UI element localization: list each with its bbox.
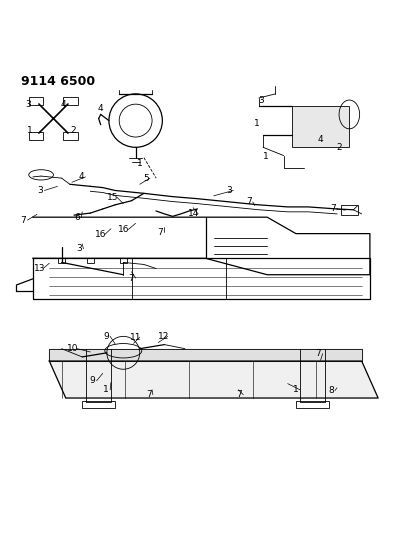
Text: 9: 9 — [90, 376, 95, 385]
Bar — [292, 106, 349, 147]
Text: 3: 3 — [37, 186, 43, 195]
Text: 1: 1 — [103, 385, 109, 394]
Text: 9: 9 — [103, 332, 109, 341]
Text: 15: 15 — [107, 193, 119, 202]
Text: 7: 7 — [236, 390, 242, 399]
Text: 3: 3 — [226, 186, 232, 195]
Text: 9114 6500: 9114 6500 — [21, 75, 95, 88]
Bar — [29, 97, 43, 105]
Text: 4: 4 — [61, 100, 67, 109]
Text: 14: 14 — [188, 209, 200, 219]
Text: 7: 7 — [157, 228, 163, 237]
Bar — [29, 132, 43, 140]
Bar — [63, 97, 78, 105]
Text: 16: 16 — [118, 225, 130, 234]
Text: 6: 6 — [74, 213, 80, 222]
Bar — [58, 259, 65, 263]
Text: 7: 7 — [129, 273, 134, 282]
Text: 7: 7 — [146, 390, 152, 399]
Polygon shape — [49, 349, 362, 361]
Text: 11: 11 — [130, 333, 141, 342]
Bar — [63, 132, 78, 140]
Bar — [341, 205, 358, 215]
Text: 1: 1 — [254, 119, 260, 128]
Text: 4: 4 — [98, 104, 104, 113]
Text: 13: 13 — [34, 264, 45, 273]
Text: 7: 7 — [330, 205, 336, 213]
Text: 3: 3 — [25, 100, 31, 109]
Text: 2: 2 — [70, 126, 76, 134]
Text: 1: 1 — [27, 126, 32, 134]
Text: 1: 1 — [263, 152, 269, 161]
Polygon shape — [49, 361, 378, 398]
Text: 2: 2 — [336, 143, 342, 152]
Text: 4: 4 — [79, 172, 84, 181]
Bar — [82, 401, 115, 408]
Text: 10: 10 — [67, 344, 79, 353]
Bar — [296, 401, 329, 408]
Text: 3: 3 — [258, 95, 264, 104]
Bar — [120, 259, 127, 263]
Bar — [87, 259, 94, 263]
Text: 7: 7 — [21, 215, 26, 224]
Text: 5: 5 — [143, 174, 149, 183]
Text: 7: 7 — [246, 197, 252, 206]
Text: 1: 1 — [293, 385, 299, 394]
Text: 8: 8 — [328, 386, 334, 395]
Text: 7: 7 — [316, 349, 321, 358]
Text: 4: 4 — [318, 135, 323, 143]
Text: 12: 12 — [158, 332, 169, 341]
Text: 16: 16 — [95, 230, 106, 239]
Text: 1: 1 — [137, 159, 143, 168]
Text: 3: 3 — [76, 244, 82, 253]
